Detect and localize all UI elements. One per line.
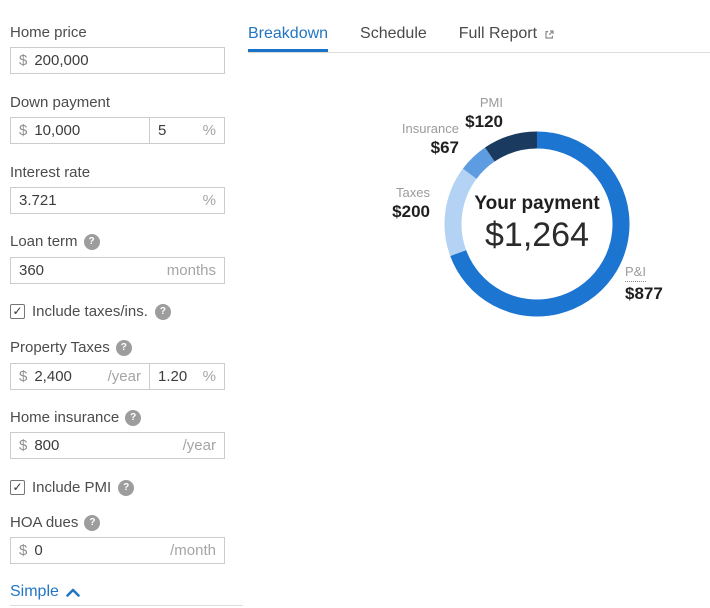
percent-suffix: %	[202, 368, 216, 385]
results-panel: Breakdown Schedule Full Report	[248, 0, 710, 53]
tab-schedule[interactable]: Schedule	[360, 25, 427, 42]
simple-toggle-link[interactable]: Simple	[10, 583, 80, 601]
chevron-up-icon	[66, 588, 80, 597]
help-icon[interactable]: ?	[84, 514, 101, 531]
include-taxes-label: Include taxes/ins.	[32, 303, 148, 320]
per-year-suffix: /year	[182, 437, 216, 454]
external-link-icon	[544, 29, 555, 40]
hoa-dues-input[interactable]: $ 0 /month	[10, 537, 225, 564]
results-tabs: Breakdown Schedule Full Report	[248, 0, 710, 53]
home-price-input[interactable]: $ 200,000	[10, 47, 225, 74]
loan-form: Home price $ 200,000 Down payment $ 10,0…	[10, 0, 243, 608]
down-payment-label: Down payment	[10, 94, 111, 111]
include-pmi-checkbox[interactable]	[10, 480, 25, 495]
months-suffix: months	[166, 262, 216, 279]
pi-segment-label[interactable]: P&I $877	[625, 264, 663, 303]
include-pmi-row: Include PMI ?	[10, 479, 135, 496]
include-taxes-row: Include taxes/ins. ?	[10, 303, 171, 320]
home-insurance-label: Home insurance ?	[10, 409, 142, 426]
property-taxes-percent-input[interactable]: 1.20 %	[149, 363, 225, 390]
include-pmi-label: Include PMI	[32, 479, 112, 496]
loan-term-input[interactable]: 360 months	[10, 257, 225, 284]
dollar-prefix: $	[19, 122, 28, 139]
bottom-divider	[10, 605, 243, 606]
help-icon[interactable]: ?	[154, 303, 171, 320]
help-icon[interactable]: ?	[115, 339, 132, 356]
pmi-segment-label: PMI $120	[465, 95, 503, 131]
loan-term-label: Loan term ?	[10, 233, 100, 250]
dollar-prefix: $	[19, 437, 28, 454]
interest-rate-label: Interest rate	[10, 164, 91, 181]
taxes-segment-label: Taxes $200	[392, 185, 430, 221]
down-payment-percent-input[interactable]: 5 %	[149, 117, 225, 144]
help-icon[interactable]: ?	[83, 233, 100, 250]
tab-full-report[interactable]: Full Report	[459, 0, 555, 52]
payment-breakdown-chart: Your payment $1,264 PMI $120 Insurance $…	[380, 90, 710, 340]
percent-suffix: %	[202, 122, 216, 139]
down-payment-amount-input[interactable]: $ 10,000	[10, 117, 150, 144]
payment-total-label: Your payment	[474, 193, 600, 214]
home-price-label: Home price	[10, 24, 87, 41]
include-taxes-checkbox[interactable]	[10, 304, 25, 319]
payment-total: Your payment $1,264	[427, 193, 647, 255]
insurance-segment-label: Insurance $67	[401, 121, 459, 157]
home-insurance-input[interactable]: $ 800 /year	[10, 432, 225, 459]
property-taxes-label: Property Taxes ?	[10, 339, 132, 356]
help-icon[interactable]: ?	[125, 409, 142, 426]
hoa-dues-label: HOA dues ?	[10, 514, 101, 531]
dollar-prefix: $	[19, 542, 28, 559]
payment-donut[interactable]	[437, 124, 637, 324]
dollar-prefix: $	[19, 368, 28, 385]
interest-rate-input[interactable]: 3.721 %	[10, 187, 225, 214]
tab-breakdown[interactable]: Breakdown	[248, 0, 329, 52]
property-taxes-amount-input[interactable]: $ 2,400 /year	[10, 363, 150, 390]
percent-suffix: %	[202, 192, 216, 209]
help-icon[interactable]: ?	[118, 479, 135, 496]
per-month-suffix: /month	[170, 542, 216, 559]
per-year-suffix: /year	[107, 368, 141, 385]
dollar-prefix: $	[19, 52, 28, 69]
payment-total-value: $1,264	[485, 216, 589, 254]
